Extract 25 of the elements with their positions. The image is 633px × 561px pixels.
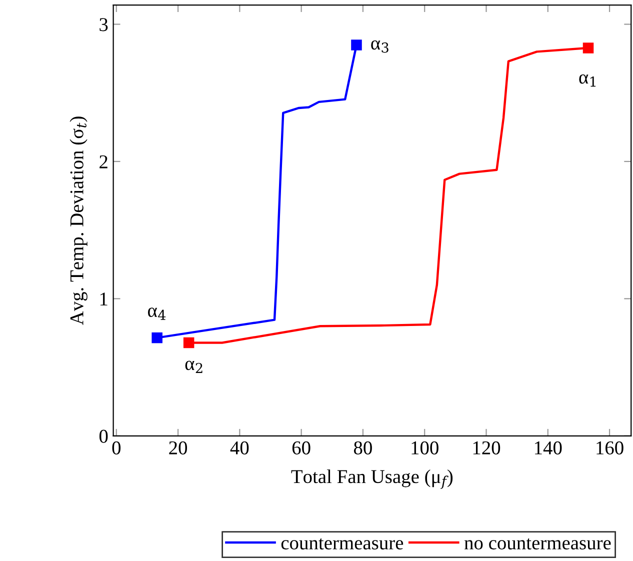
annotation: α$_{4}$ [148, 308, 166, 320]
annotation: α$_{3}$ [371, 40, 388, 53]
legend-label: countermeasure [281, 538, 404, 550]
annotation: α$_{2}$ [185, 360, 202, 373]
point [582, 42, 594, 54]
x-tick-label: 0 [112, 441, 121, 454]
x-tick-label: 60 [292, 441, 310, 454]
x-tick-label: 120 [473, 441, 500, 454]
point [183, 337, 194, 348]
y-tick-label: 1 [100, 292, 108, 306]
x-tick-label: 140 [535, 441, 562, 454]
x-tick-label: 80 [354, 441, 372, 454]
x-tick-label: 20 [169, 441, 188, 454]
point [351, 40, 362, 50]
y-axis-title: Avg. Temp. Deviation (σ$_{t}$) [70, 116, 88, 325]
y-tick-label: 3 [100, 18, 108, 32]
y-tick-label: 0 [99, 430, 108, 443]
x-axis-title: Total Fan Usage (μ$_{f}$) [291, 470, 453, 489]
legend-label: no countermeasure [464, 538, 611, 550]
y-tick-label: 2 [100, 155, 108, 168]
annotation: α$_{1}$ [579, 74, 596, 87]
x-tick-label: 40 [230, 441, 249, 454]
point [152, 332, 162, 344]
x-tick-label: 100 [412, 441, 438, 454]
x-tick-label: 160 [596, 441, 624, 454]
